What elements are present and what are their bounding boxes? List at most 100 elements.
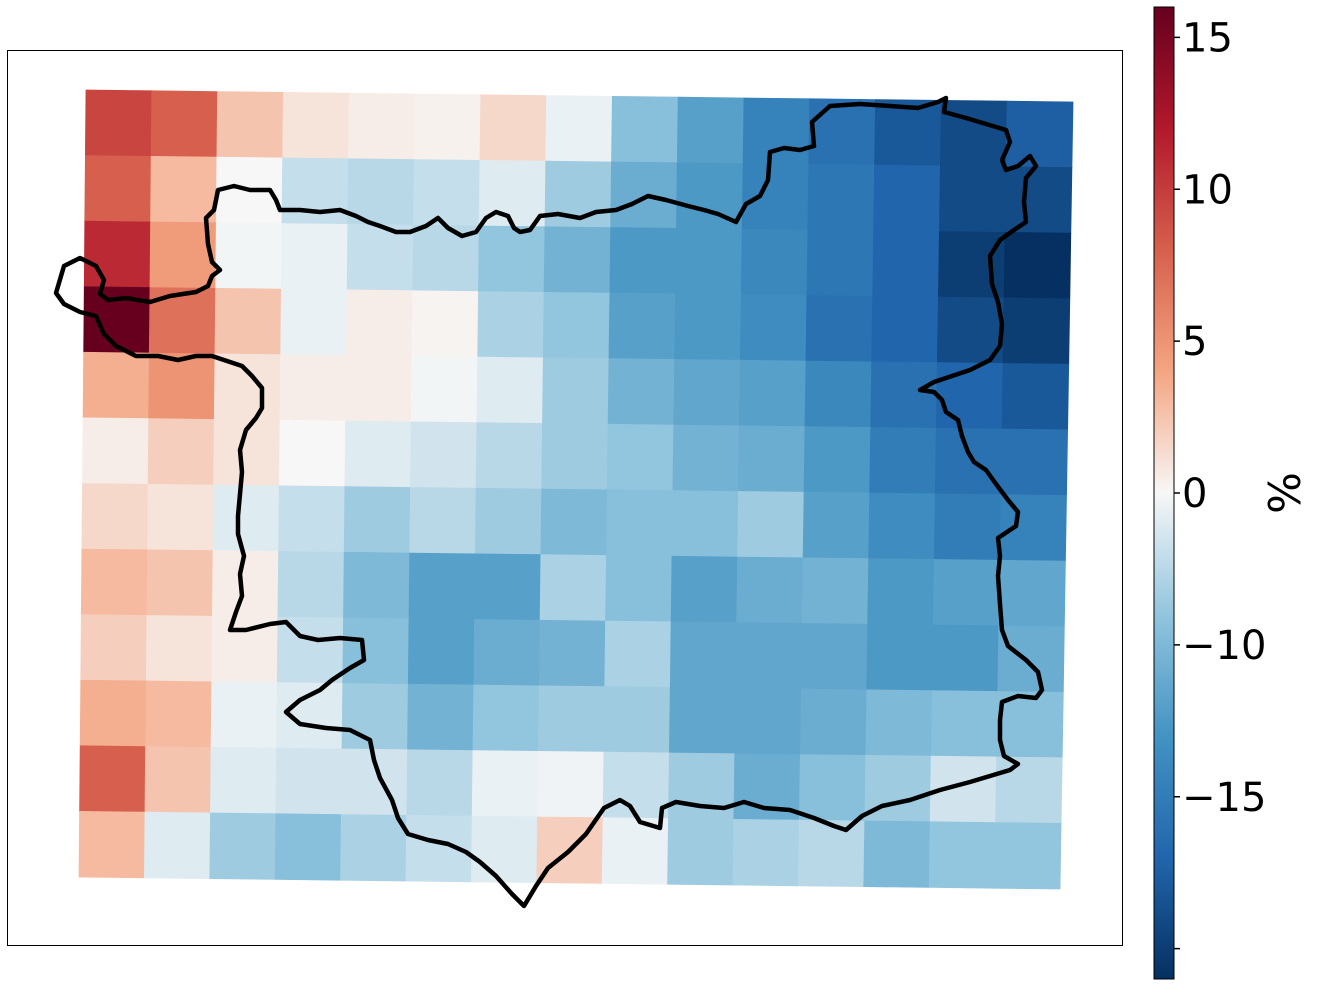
heatmap-cell — [805, 295, 874, 363]
heatmap-cell — [800, 623, 869, 691]
heatmap-cell — [84, 155, 152, 223]
heatmap-cell — [477, 291, 545, 359]
heatmap-cell — [537, 750, 605, 819]
heatmap-cell — [801, 557, 870, 625]
heatmap-cell — [411, 290, 479, 358]
heatmap-cell — [345, 355, 413, 423]
colorbar-tick-label: 10 — [1182, 167, 1233, 213]
heatmap-cell — [865, 689, 933, 757]
heatmap-cell — [737, 491, 805, 559]
heatmap-cell — [478, 225, 546, 293]
heatmap-cell — [276, 616, 344, 684]
heatmap-cell — [869, 427, 937, 495]
colorbar-gradient — [1153, 6, 1175, 980]
colorbar: 15 10 5 0 −10 −15 % — [1153, 6, 1311, 980]
heatmap-cell — [1000, 428, 1069, 496]
heatmap-cell — [995, 756, 1063, 824]
heatmap-cell — [606, 489, 674, 557]
heatmap-cell — [82, 417, 150, 485]
heatmap-cell — [804, 360, 873, 428]
colorbar-tick-label: 15 — [1182, 15, 1233, 61]
heatmap-cell — [604, 620, 672, 688]
heatmap-cell — [606, 423, 675, 492]
heatmap-cell — [740, 228, 809, 297]
heatmap-cell — [150, 155, 218, 224]
heatmap-cell — [280, 288, 348, 356]
heatmap-cell — [933, 493, 1002, 561]
colorbar-ticks: 15 10 5 0 −10 −15 — [1174, 15, 1266, 950]
heatmap-cell — [472, 684, 540, 752]
heatmap-cell — [938, 165, 1007, 233]
heatmap-cell — [541, 423, 609, 491]
heatmap-cell — [675, 227, 743, 296]
heatmap-cell — [409, 487, 477, 555]
heatmap-cell — [407, 618, 475, 686]
heatmap-cell — [145, 680, 213, 748]
heatmap-cell — [82, 351, 150, 420]
heatmap-cell — [210, 681, 278, 749]
colorbar-tick-label: 0 — [1182, 471, 1207, 517]
heatmap-cell — [603, 686, 671, 754]
heatmap-cell — [667, 818, 735, 886]
heatmap-cell — [928, 821, 997, 889]
heatmap-cell — [413, 93, 482, 161]
heatmap-cell — [866, 623, 934, 692]
heatmap-cell — [608, 292, 676, 360]
heatmap-cell — [214, 287, 282, 356]
heatmap-cell — [872, 230, 940, 298]
heatmap-cell — [407, 683, 475, 752]
heatmap-cell — [274, 813, 342, 881]
heatmap-cell — [873, 164, 941, 233]
heatmap-cell — [609, 227, 677, 295]
heatmap-cell — [276, 682, 344, 750]
heatmap-cell — [280, 223, 349, 291]
heatmap-cell — [1002, 297, 1071, 365]
heatmap-cell — [212, 484, 280, 552]
heatmap-cell — [605, 555, 673, 623]
heatmap-cell — [341, 683, 409, 751]
heatmap-cell — [734, 687, 802, 756]
heatmap-cell — [476, 356, 544, 424]
heatmap-cell — [1005, 100, 1074, 169]
heatmap-cell — [471, 750, 539, 818]
heatmap-cell — [738, 425, 806, 493]
heatmap-cell — [539, 554, 607, 622]
heatmap-cell — [670, 555, 739, 624]
heatmap-cell — [738, 359, 807, 428]
heatmap-cell — [470, 815, 539, 884]
heatmap-cell — [211, 550, 280, 618]
heatmap-cell — [216, 91, 284, 159]
heatmap-cell — [275, 747, 343, 816]
heatmap-cell — [406, 749, 474, 817]
heatmap-cell — [798, 754, 867, 822]
heatmap-cell — [344, 420, 412, 488]
heatmap-cell — [80, 614, 148, 682]
heatmap-cell — [474, 487, 543, 556]
heatmap-cell — [84, 89, 153, 157]
heatmap-cell — [80, 548, 148, 616]
heatmap-cell — [147, 418, 215, 486]
heatmap-cell — [545, 95, 613, 163]
heatmap-cell — [281, 157, 349, 225]
heatmap-cell — [277, 551, 345, 619]
heatmap-cell — [994, 822, 1062, 890]
heatmap-cell — [278, 485, 346, 553]
heatmap-cell — [540, 488, 608, 556]
heatmap-cell — [148, 352, 216, 420]
heatmap-cell — [342, 617, 410, 685]
heatmap-cell — [278, 419, 347, 488]
heatmap-cell — [806, 229, 875, 297]
heatmap-cell — [215, 222, 283, 290]
heatmap-cell — [475, 422, 543, 490]
heatmap-cell — [669, 621, 738, 689]
heatmap-cell — [867, 558, 935, 626]
heatmap-cell — [473, 619, 541, 687]
heatmap-cell — [997, 625, 1065, 693]
heatmap-cell — [343, 486, 411, 554]
heatmap-cell — [538, 619, 607, 688]
heatmap-cell — [797, 819, 866, 888]
heatmap-cell — [282, 91, 350, 160]
heatmap-cell — [343, 551, 411, 620]
heatmap-cell — [474, 553, 542, 621]
heatmap-cell — [739, 294, 808, 362]
